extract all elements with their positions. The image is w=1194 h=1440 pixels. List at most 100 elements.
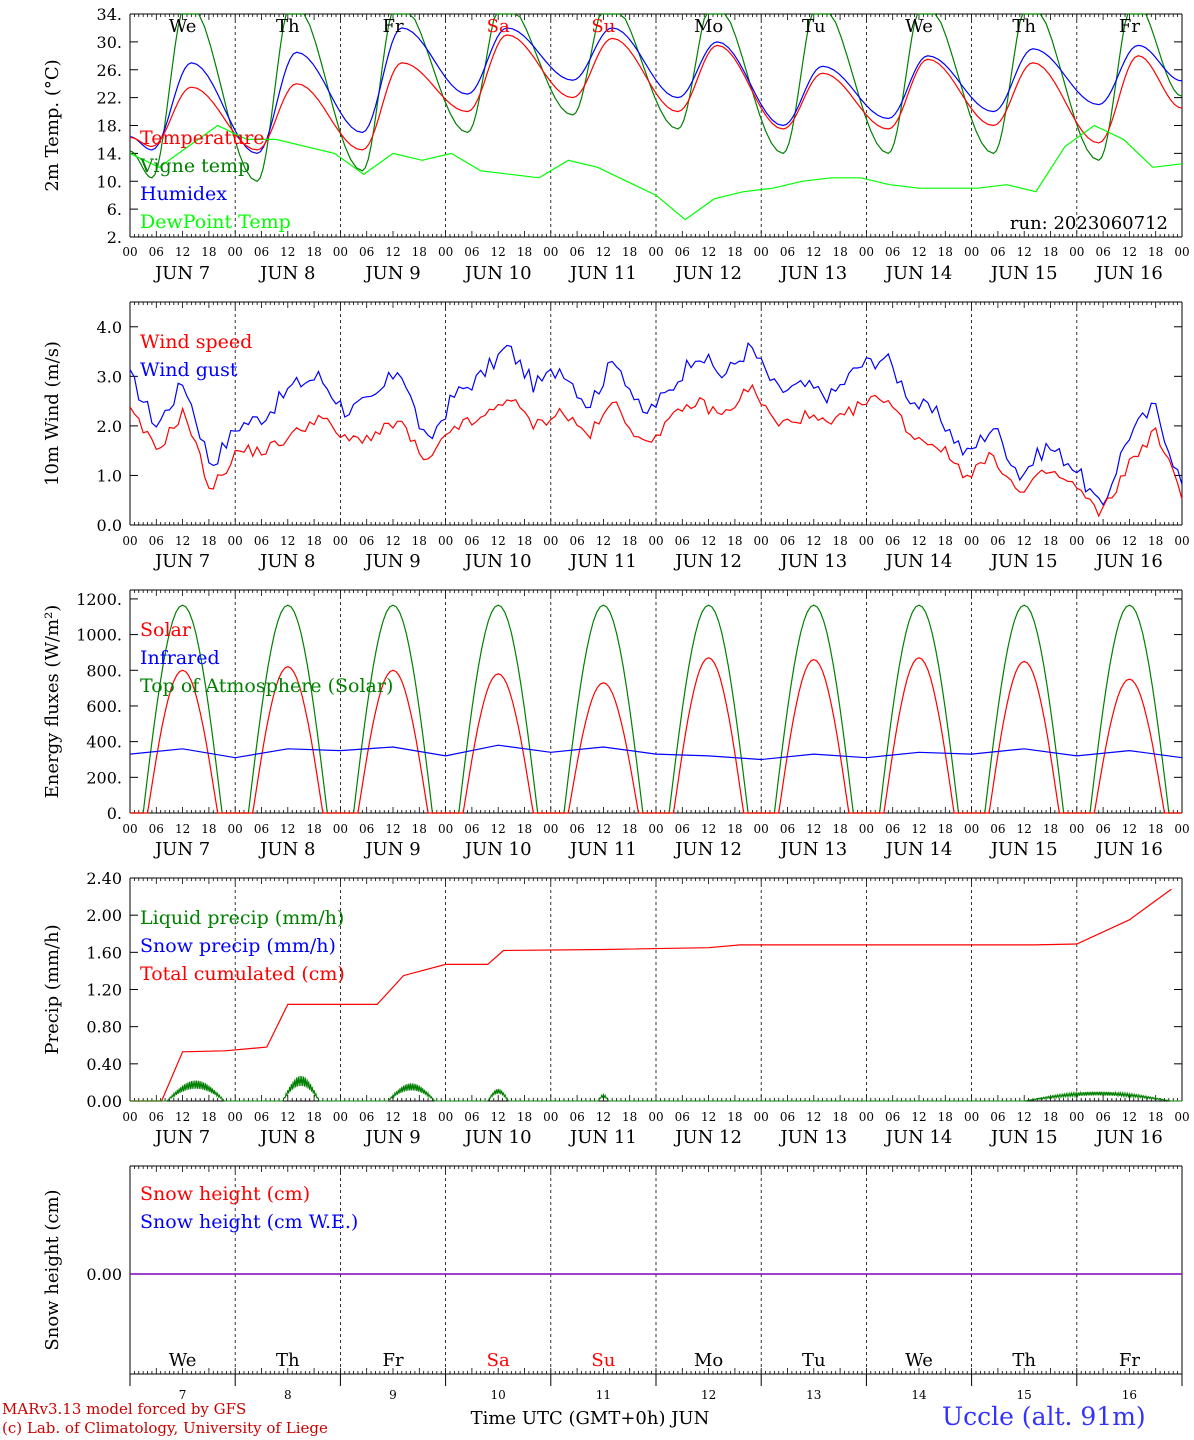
hour-tick-label: 18	[517, 822, 532, 836]
hour-tick-label: 12	[175, 534, 190, 548]
date-label: JUN 10	[463, 263, 532, 284]
hour-tick-label: 18	[201, 534, 216, 548]
liquid-precip-line	[130, 1075, 1182, 1102]
hour-tick-label: 06	[780, 1110, 795, 1124]
hour-tick-label: 06	[464, 245, 479, 259]
hour-tick-label: 00	[438, 245, 453, 259]
hour-tick-label: 00	[964, 245, 979, 259]
energy-y-label: Energy fluxes (W/m²)	[42, 605, 63, 799]
hour-tick-label: 00	[438, 1110, 453, 1124]
date-label: JUN 9	[363, 263, 420, 284]
hour-tick-label: 00	[333, 1110, 348, 1124]
hour-tick-label: 12	[280, 245, 295, 259]
day-number: 16	[1122, 1388, 1137, 1402]
hour-tick-label: 12	[1122, 822, 1137, 836]
snow-legend-item: Snow height (cm W.E.)	[140, 1211, 358, 1233]
hour-tick-label: 00	[859, 1110, 874, 1124]
hour-tick-label: 12	[385, 245, 400, 259]
hour-tick-label: 12	[280, 822, 295, 836]
day-name-top: We	[169, 16, 197, 37]
temperature-y-tick-label: 10.	[97, 172, 122, 191]
date-label: JUN 16	[1094, 1127, 1163, 1148]
hour-tick-label: 12	[1122, 245, 1137, 259]
hour-tick-label: 18	[727, 822, 742, 836]
hour-tick-label: 12	[175, 245, 190, 259]
hour-tick-label: 06	[359, 822, 374, 836]
hour-tick-label: 18	[727, 1110, 742, 1124]
hour-tick-label: 12	[385, 1110, 400, 1124]
precip-y-tick-label: 1.60	[86, 943, 122, 962]
day-name-top: Fr	[382, 16, 403, 37]
date-label: JUN 12	[673, 263, 742, 284]
date-label: JUN 13	[778, 839, 847, 860]
hour-tick-label: 12	[596, 534, 611, 548]
precip-y-tick-label: 0.00	[86, 1092, 122, 1111]
hour-tick-label: 06	[885, 1110, 900, 1124]
hour-tick-label: 06	[675, 822, 690, 836]
hour-tick-label: 18	[412, 1110, 427, 1124]
humidex-line	[129, 27, 1183, 155]
day-name-bottom: We	[169, 1350, 197, 1371]
hour-tick-label: 00	[122, 1110, 137, 1124]
day-name-top: Tu	[802, 16, 826, 37]
hour-tick-label: 18	[622, 822, 637, 836]
date-label: JUN 7	[153, 551, 210, 572]
hour-tick-label: 06	[149, 245, 164, 259]
hour-tick-label: 00	[543, 245, 558, 259]
hour-tick-label: 18	[412, 245, 427, 259]
hour-tick-label: 18	[1148, 1110, 1163, 1124]
day-number: 14	[911, 1388, 927, 1402]
hour-tick-label: 18	[832, 822, 847, 836]
hour-tick-label: 00	[543, 1110, 558, 1124]
run-label: run: 2023060712	[1010, 213, 1168, 234]
copyright-credit: (c) Lab. of Climatology, University of L…	[2, 1419, 328, 1437]
hour-tick-label: 00	[754, 1110, 769, 1124]
hour-tick-label: 18	[306, 1110, 321, 1124]
hour-tick-label: 00	[1174, 822, 1189, 836]
date-label: JUN 8	[258, 551, 315, 572]
day-number: 8	[284, 1388, 292, 1402]
date-label: JUN 14	[884, 839, 953, 860]
date-label: JUN 16	[1094, 263, 1163, 284]
date-label: JUN 13	[778, 551, 847, 572]
day-name-top: Fr	[1119, 16, 1140, 37]
hour-tick-label: 06	[359, 534, 374, 548]
hour-tick-label: 18	[938, 1110, 953, 1124]
hour-tick-label: 00	[1069, 1110, 1084, 1124]
temperature-legend-item: Temperature	[140, 127, 264, 149]
hour-tick-label: 06	[885, 822, 900, 836]
hour-tick-label: 18	[622, 245, 637, 259]
date-label: JUN 13	[778, 263, 847, 284]
hour-tick-label: 12	[806, 1110, 821, 1124]
day-number: 7	[179, 1388, 187, 1402]
hour-tick-label: 06	[149, 1110, 164, 1124]
dewpoint-line	[129, 124, 1183, 221]
hour-tick-label: 12	[911, 534, 926, 548]
day-number: 9	[389, 1388, 397, 1402]
temperature-line	[129, 34, 1183, 151]
station-label: Uccle (alt. 91m)	[942, 1402, 1146, 1431]
hour-tick-label: 00	[1174, 245, 1189, 259]
hour-tick-label: 12	[911, 1110, 926, 1124]
hour-tick-label: 18	[412, 822, 427, 836]
hour-tick-label: 12	[280, 534, 295, 548]
wind-speed-line	[129, 383, 1183, 518]
hour-tick-label: 00	[228, 245, 243, 259]
hour-tick-label: 18	[1043, 822, 1058, 836]
temperature-legend-item: DewPoint Temp	[140, 211, 291, 233]
precip-y-tick-label: 2.40	[86, 869, 122, 888]
date-label: JUN 12	[673, 551, 742, 572]
day-name-bottom: Th	[276, 1350, 300, 1371]
hour-tick-label: 06	[675, 1110, 690, 1124]
energy-y-tick-label: 200.	[86, 768, 122, 787]
hour-tick-label: 18	[727, 245, 742, 259]
date-label: JUN 9	[363, 551, 420, 572]
energy-y-tick-label: 1000.	[76, 626, 122, 645]
hour-tick-label: 18	[1043, 534, 1058, 548]
hour-tick-label: 18	[412, 534, 427, 548]
hour-tick-label: 18	[832, 245, 847, 259]
hour-tick-label: 00	[1069, 534, 1084, 548]
hour-tick-label: 12	[911, 822, 926, 836]
hour-tick-label: 12	[911, 245, 926, 259]
hour-tick-label: 18	[306, 822, 321, 836]
